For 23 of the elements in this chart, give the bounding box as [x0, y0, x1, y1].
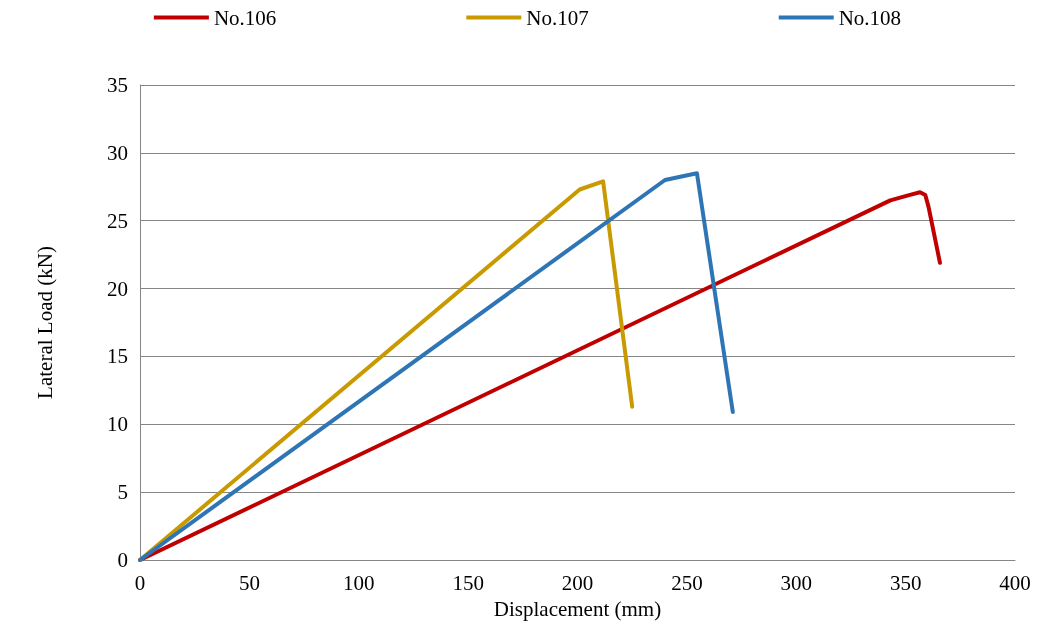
y-tick-label: 5: [117, 480, 128, 505]
y-axis-title: Lateral Load (kN): [32, 246, 57, 399]
y-tick-label: 20: [107, 276, 128, 301]
legend-label: No.107: [526, 5, 589, 30]
x-tick-label: 350: [889, 570, 922, 595]
x-tick-label: 250: [671, 570, 703, 595]
x-tick-label: 50: [238, 570, 260, 595]
legend-label: No.106: [213, 5, 277, 30]
x-tick-label: 100: [343, 570, 375, 595]
x-tick-label: 400: [999, 570, 1031, 595]
y-tick-label: 0: [117, 548, 128, 572]
y-tick-label: 10: [107, 412, 128, 437]
y-tick-label: 15: [107, 344, 128, 369]
x-tick-label: 300: [780, 570, 812, 595]
y-tick-label: 25: [107, 208, 128, 233]
y-tick-label: 30: [107, 140, 128, 165]
x-tick-label: 200: [561, 570, 594, 595]
y-tick-label: 35: [107, 73, 128, 97]
line-series: [138, 171, 735, 562]
x-axis-title: Displacement (mm): [493, 596, 662, 621]
x-tick-label: 0: [134, 570, 146, 595]
x-tick-label: 150: [452, 570, 484, 595]
legend-label: No.108: [838, 5, 902, 30]
